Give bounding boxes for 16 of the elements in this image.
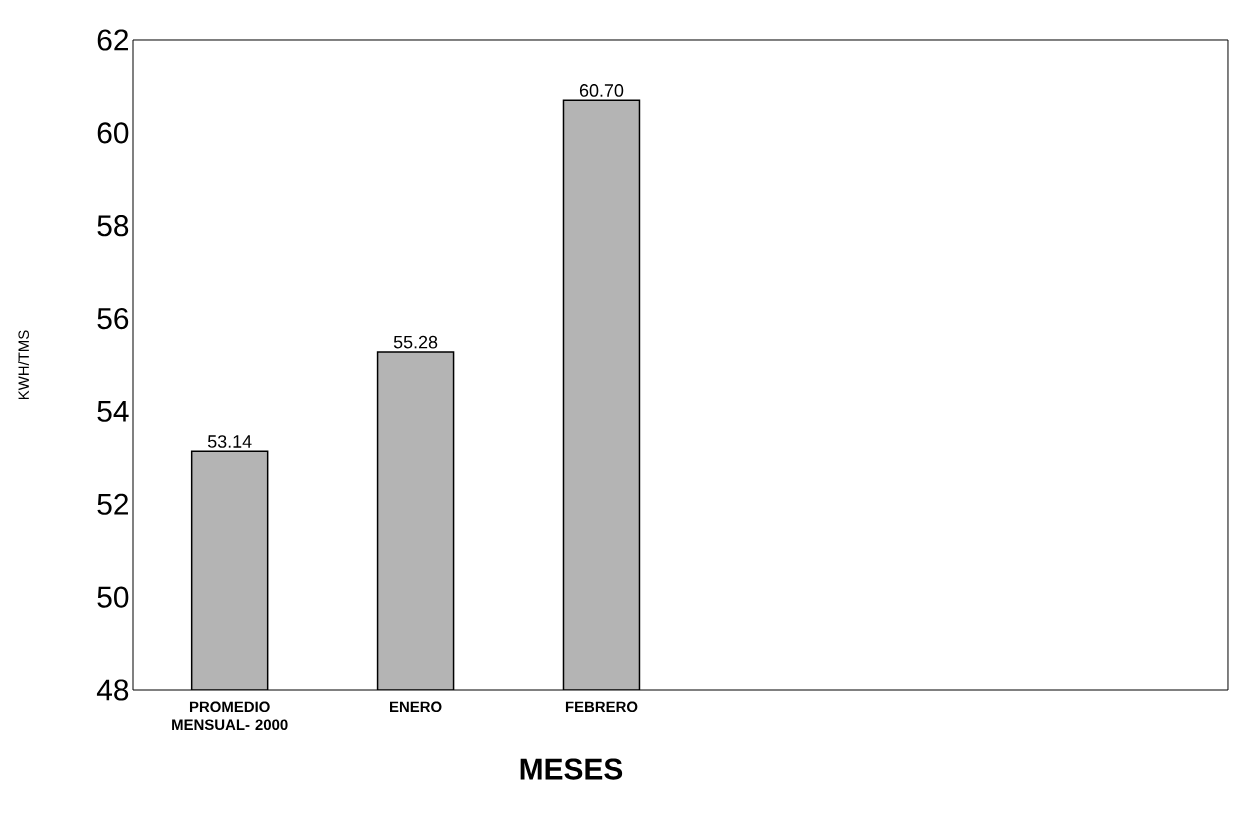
- x-tick-label: PROMEDIO MENSUAL- 2000: [172, 701, 288, 731]
- y-tick-label: 50: [97, 586, 129, 608]
- y-tick-label: 48: [96, 679, 129, 701]
- y-tick-label: 58: [97, 215, 129, 237]
- y-tick-label: 60: [97, 122, 129, 144]
- x-axis-title: MESES: [520, 758, 623, 780]
- y-tick-label: 52: [97, 493, 128, 515]
- y-axis-title: KWH/TMS: [18, 330, 29, 400]
- x-tick-label: FEBRERO: [565, 701, 638, 713]
- y-tick-label: 56: [97, 307, 129, 330]
- data-label: 53.14: [207, 435, 252, 448]
- y-tick-label: 54: [97, 401, 129, 422]
- x-tick-label: ENERO: [390, 701, 442, 713]
- data-label: 55.28: [393, 335, 438, 349]
- y-tick-label: 62: [97, 29, 128, 51]
- data-label: 60.70: [579, 84, 624, 97]
